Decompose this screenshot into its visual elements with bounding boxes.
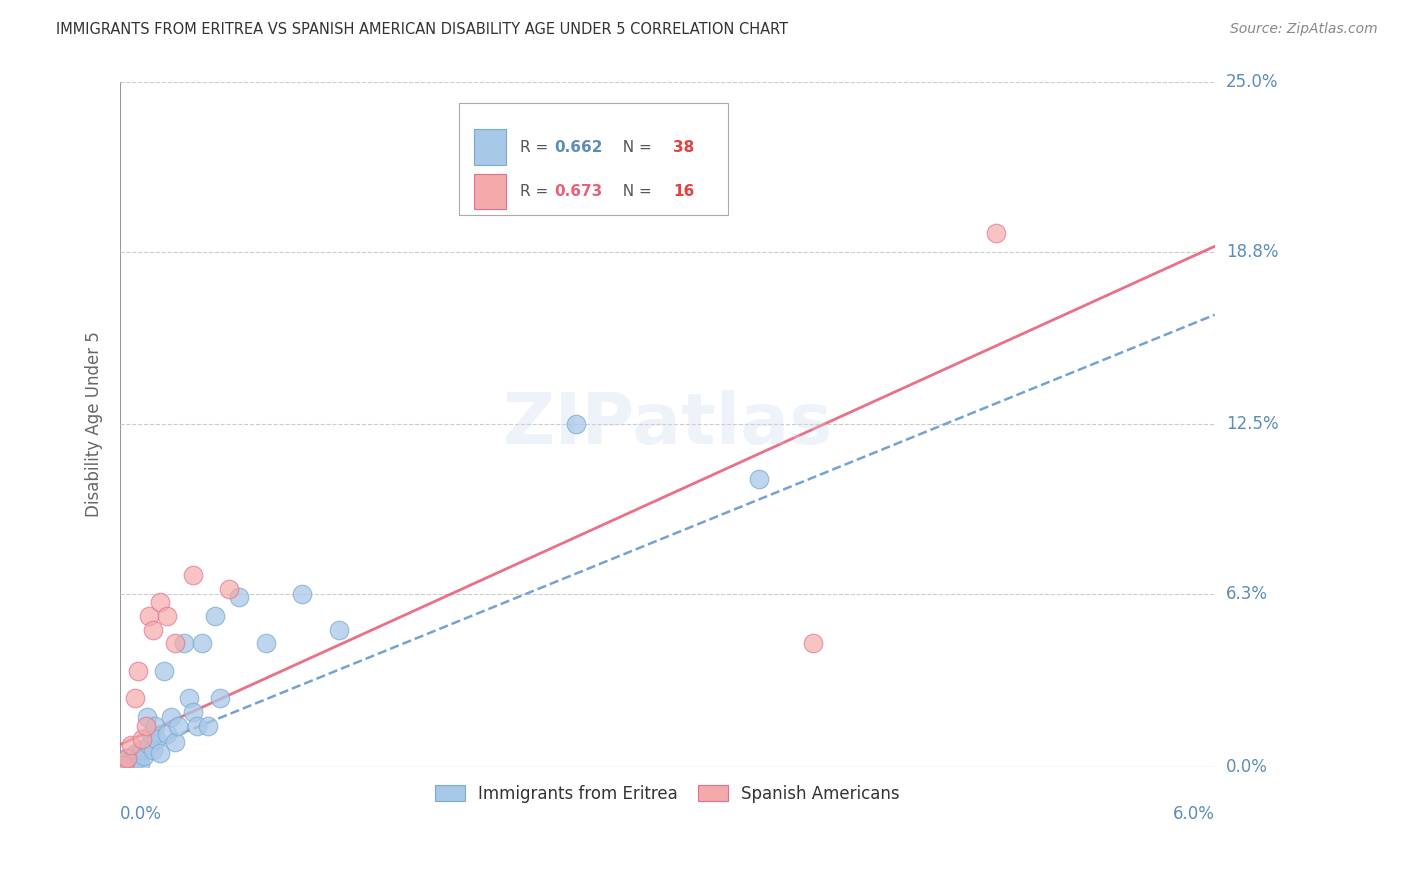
- Text: Source: ZipAtlas.com: Source: ZipAtlas.com: [1230, 22, 1378, 37]
- Point: [156, 727, 179, 741]
- Point: [124, 754, 146, 768]
- Point: [167, 718, 190, 732]
- Text: 0.673: 0.673: [554, 184, 603, 199]
- Point: [121, 748, 143, 763]
- Point: [254, 636, 277, 650]
- Text: N =: N =: [613, 184, 657, 199]
- Point: [197, 718, 219, 732]
- Point: [984, 226, 1007, 240]
- Text: 0.662: 0.662: [554, 139, 603, 154]
- Text: R =: R =: [520, 184, 553, 199]
- Text: R =: R =: [520, 139, 553, 154]
- Point: [136, 710, 159, 724]
- Point: [173, 636, 195, 650]
- Point: [120, 738, 142, 752]
- Point: [118, 756, 141, 771]
- Point: [112, 756, 135, 771]
- Point: [114, 754, 136, 768]
- Text: 12.5%: 12.5%: [1226, 416, 1278, 434]
- Text: IMMIGRANTS FROM ERITREA VS SPANISH AMERICAN DISABILITY AGE UNDER 5 CORRELATION C: IMMIGRANTS FROM ERITREA VS SPANISH AMERI…: [56, 22, 789, 37]
- Text: 0.0%: 0.0%: [1226, 757, 1268, 775]
- Point: [138, 738, 160, 752]
- Point: [191, 636, 214, 650]
- Y-axis label: Disability Age Under 5: Disability Age Under 5: [86, 331, 103, 517]
- Point: [163, 735, 186, 749]
- Point: [204, 609, 226, 624]
- Legend: Immigrants from Eritrea, Spanish Americans: Immigrants from Eritrea, Spanish America…: [429, 779, 907, 810]
- Bar: [474, 129, 506, 165]
- Point: [152, 664, 174, 678]
- Point: [134, 718, 156, 732]
- Point: [801, 636, 824, 650]
- Text: 0.0%: 0.0%: [120, 805, 162, 823]
- Point: [124, 691, 146, 706]
- Point: [139, 727, 162, 741]
- Point: [149, 746, 172, 760]
- Point: [228, 590, 250, 604]
- Point: [112, 758, 135, 772]
- FancyBboxPatch shape: [460, 103, 727, 216]
- Point: [218, 582, 240, 596]
- Point: [120, 756, 142, 770]
- Point: [131, 743, 153, 757]
- Point: [129, 756, 152, 771]
- Point: [181, 568, 204, 582]
- Point: [142, 743, 165, 757]
- Point: [179, 691, 201, 706]
- Text: 25.0%: 25.0%: [1226, 73, 1278, 91]
- Point: [565, 417, 588, 432]
- Point: [328, 623, 350, 637]
- Point: [181, 705, 204, 719]
- Point: [160, 710, 183, 724]
- Point: [138, 609, 160, 624]
- Text: 6.3%: 6.3%: [1226, 585, 1268, 603]
- Bar: [474, 174, 506, 210]
- Point: [156, 609, 179, 624]
- Text: N =: N =: [613, 139, 657, 154]
- Point: [149, 595, 172, 609]
- Point: [127, 664, 149, 678]
- Text: 38: 38: [673, 139, 695, 154]
- Point: [209, 691, 232, 706]
- Point: [127, 751, 149, 765]
- Point: [748, 472, 770, 486]
- Point: [142, 623, 165, 637]
- Point: [125, 746, 148, 760]
- Point: [145, 732, 167, 747]
- Point: [143, 718, 166, 732]
- Point: [291, 587, 314, 601]
- Point: [131, 732, 153, 747]
- Point: [186, 718, 208, 732]
- Text: 6.0%: 6.0%: [1173, 805, 1215, 823]
- Point: [117, 751, 139, 765]
- Text: 16: 16: [673, 184, 695, 199]
- Point: [117, 751, 139, 765]
- Point: [132, 748, 155, 763]
- Text: ZIPatlas: ZIPatlas: [502, 390, 832, 458]
- Point: [163, 636, 186, 650]
- Text: 18.8%: 18.8%: [1226, 243, 1278, 260]
